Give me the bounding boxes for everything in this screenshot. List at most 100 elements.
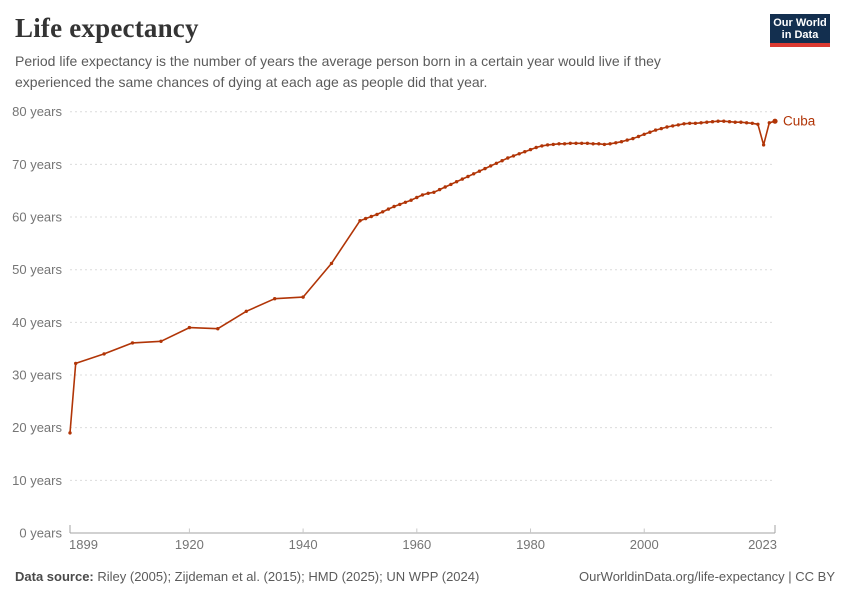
data-point (454, 180, 459, 184)
data-point (187, 325, 192, 330)
data-point (449, 182, 453, 187)
data-point (710, 120, 715, 124)
data-point (665, 125, 669, 129)
y-tick-label: 0 years (19, 526, 62, 541)
data-point (130, 341, 135, 345)
x-tick-label: 1940 (289, 537, 318, 552)
data-point (540, 144, 544, 148)
trend-line (69, 120, 776, 434)
data-point (636, 134, 641, 139)
data-point (761, 143, 766, 147)
chart-subtitle: Period life expectancy is the number of … (15, 53, 661, 90)
data-point (562, 142, 567, 146)
data-point (415, 195, 419, 200)
data-point (437, 187, 442, 192)
logo-line1: Our World (773, 16, 827, 29)
x-tick-label: 1960 (402, 537, 431, 552)
data-point (772, 118, 778, 124)
data-point (756, 122, 760, 126)
data-point (625, 138, 629, 142)
data-source-text: Riley (2005); Zijdeman et al. (2015); HM… (93, 569, 480, 584)
canonical-url-link[interactable]: OurWorldinData.org/life-expectancy | CC … (578, 569, 835, 584)
data-point (545, 143, 550, 147)
data-point (676, 123, 680, 127)
data-point (744, 121, 749, 125)
y-tick-label: 30 years (12, 368, 62, 383)
y-tick-label: 50 years (12, 262, 62, 277)
data-point (477, 169, 482, 173)
data-source-note: Data source: Riley (2005); Zijdeman et a… (15, 569, 479, 584)
data-point (585, 141, 590, 145)
data-point (580, 141, 584, 145)
data-point (659, 126, 663, 131)
y-tick-label: 40 years (12, 315, 62, 330)
data-point (460, 177, 464, 181)
data-point (375, 212, 379, 217)
page-title: Life expectancy (15, 13, 199, 43)
data-point (68, 431, 72, 435)
x-tick-label: 1899 (69, 537, 98, 552)
data-point (523, 150, 527, 154)
data-point (750, 121, 754, 125)
data-point (432, 190, 436, 194)
data-point (392, 204, 396, 209)
data-point (363, 216, 368, 221)
data-point (381, 210, 385, 214)
data-source-label: Data source: (15, 569, 94, 584)
data-point (329, 261, 334, 266)
data-point (244, 309, 248, 313)
data-point (705, 120, 709, 124)
data-point (489, 164, 493, 168)
data-point (557, 142, 561, 146)
series-end-label: Cuba (783, 114, 816, 129)
data-point (472, 172, 476, 176)
y-tick-label: 10 years (12, 473, 62, 488)
y-tick-label: 80 years (12, 104, 62, 119)
x-tick-label: 2000 (630, 537, 659, 552)
data-point (727, 120, 732, 124)
data-point (767, 121, 771, 125)
data-point (466, 174, 470, 179)
data-point (551, 142, 555, 147)
x-tick-label: 1980 (516, 537, 545, 552)
data-point (688, 121, 692, 125)
x-tick-label: 2023 (748, 537, 777, 552)
data-point (568, 141, 572, 145)
data-point (574, 141, 578, 145)
data-point (602, 142, 607, 147)
data-point (642, 132, 646, 136)
data-point (74, 361, 78, 366)
data-point (653, 128, 658, 132)
data-point (534, 145, 538, 150)
data-point (500, 159, 504, 163)
life-expectancy-line-chart: 0 years 10 years 20 years 30 years 40 years 5… (12, 104, 816, 552)
data-point (102, 352, 106, 356)
y-tick-label: 70 years (12, 157, 62, 172)
data-point (614, 141, 618, 145)
data-point (693, 121, 698, 125)
data-point (358, 219, 362, 223)
data-point (739, 120, 743, 124)
data-point (699, 121, 703, 125)
data-point (591, 142, 595, 146)
data-point (369, 214, 373, 219)
data-point (301, 295, 305, 299)
data-point (597, 142, 601, 146)
data-point (273, 297, 277, 301)
data-point (511, 154, 516, 158)
data-point (409, 198, 413, 202)
owid-logo: Our World in Data (770, 14, 830, 47)
y-tick-label: 20 years (12, 420, 62, 435)
data-point (506, 156, 510, 160)
data-point (426, 191, 430, 195)
data-point (671, 124, 675, 128)
data-point (631, 136, 635, 141)
data-point (722, 119, 726, 123)
data-point (159, 339, 163, 343)
data-point (608, 142, 612, 146)
data-point (386, 207, 391, 211)
data-point (398, 202, 402, 207)
x-tick-label: 1920 (175, 537, 204, 552)
data-point (619, 140, 624, 144)
